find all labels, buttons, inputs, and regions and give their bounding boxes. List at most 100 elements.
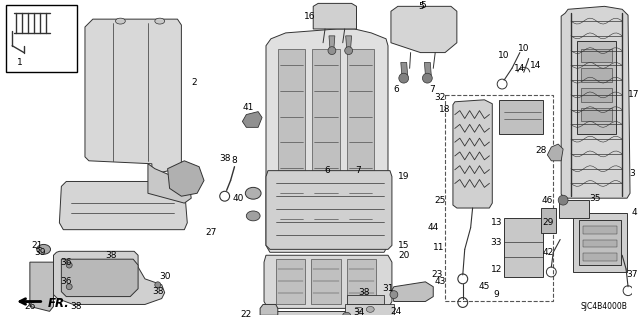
Circle shape <box>67 284 72 290</box>
Text: 6: 6 <box>393 85 399 94</box>
Polygon shape <box>313 4 356 29</box>
Text: 13: 13 <box>490 218 502 227</box>
Ellipse shape <box>36 244 51 254</box>
Ellipse shape <box>115 18 125 24</box>
Text: 11: 11 <box>433 243 445 252</box>
Circle shape <box>67 262 72 268</box>
Text: 4: 4 <box>631 208 637 218</box>
Text: 27: 27 <box>205 228 216 237</box>
Polygon shape <box>243 112 262 127</box>
Text: 38: 38 <box>105 251 116 260</box>
Text: 15: 15 <box>398 241 410 250</box>
Polygon shape <box>266 171 392 249</box>
Circle shape <box>399 73 409 83</box>
Text: 26: 26 <box>24 302 36 311</box>
Circle shape <box>155 282 161 288</box>
Text: 30: 30 <box>159 272 170 281</box>
Text: 38: 38 <box>358 288 370 297</box>
Text: 18: 18 <box>439 105 451 114</box>
Text: 40: 40 <box>233 194 244 203</box>
Text: 2: 2 <box>191 78 197 86</box>
Polygon shape <box>264 255 392 308</box>
Text: 21: 21 <box>31 241 42 250</box>
Text: 41: 41 <box>243 103 254 112</box>
Text: 44: 44 <box>428 223 439 232</box>
Text: 38: 38 <box>70 302 82 311</box>
Polygon shape <box>346 36 351 48</box>
Circle shape <box>390 291 398 299</box>
Text: 20: 20 <box>398 251 410 260</box>
Bar <box>541 208 556 233</box>
Bar <box>581 68 612 82</box>
Text: 46: 46 <box>541 196 553 205</box>
Text: 38: 38 <box>152 287 164 296</box>
Polygon shape <box>547 144 563 161</box>
Text: 1: 1 <box>17 58 23 67</box>
Polygon shape <box>561 6 630 198</box>
Text: 23: 23 <box>431 271 443 279</box>
Text: 16: 16 <box>303 12 315 21</box>
Polygon shape <box>312 48 340 245</box>
Text: 6: 6 <box>324 166 330 175</box>
Text: 43: 43 <box>435 277 446 286</box>
Text: 33: 33 <box>490 238 502 247</box>
Text: 42: 42 <box>543 248 554 257</box>
Bar <box>583 253 617 261</box>
Text: 19: 19 <box>398 172 410 181</box>
Circle shape <box>345 47 353 55</box>
Text: 22: 22 <box>241 310 252 319</box>
Polygon shape <box>260 304 278 315</box>
Bar <box>559 200 589 218</box>
Text: 25: 25 <box>435 196 446 205</box>
Polygon shape <box>263 311 392 315</box>
Polygon shape <box>266 29 388 252</box>
Polygon shape <box>60 182 188 230</box>
Bar <box>445 95 554 301</box>
Text: 17: 17 <box>628 90 640 100</box>
Bar <box>504 218 543 277</box>
Text: 8: 8 <box>232 156 237 165</box>
Bar <box>583 226 617 234</box>
Text: 37: 37 <box>626 271 637 279</box>
Text: 34: 34 <box>353 308 364 317</box>
Bar <box>499 100 543 134</box>
Text: 3: 3 <box>629 169 635 178</box>
Polygon shape <box>85 19 181 174</box>
Polygon shape <box>391 6 457 53</box>
Polygon shape <box>278 48 305 245</box>
Circle shape <box>422 73 432 83</box>
Polygon shape <box>54 251 164 304</box>
Circle shape <box>328 47 336 55</box>
Polygon shape <box>347 48 374 245</box>
Text: 14: 14 <box>514 64 525 73</box>
Polygon shape <box>311 259 340 304</box>
Polygon shape <box>276 259 305 304</box>
Bar <box>581 48 612 63</box>
Polygon shape <box>391 282 433 301</box>
Text: 45: 45 <box>479 282 490 291</box>
Circle shape <box>558 195 568 205</box>
Text: 14: 14 <box>530 61 541 70</box>
Polygon shape <box>168 161 204 196</box>
Polygon shape <box>30 262 54 311</box>
Polygon shape <box>61 259 138 297</box>
Ellipse shape <box>155 18 164 24</box>
Bar <box>581 88 612 102</box>
Bar <box>347 295 384 304</box>
Text: 7: 7 <box>429 85 435 94</box>
Text: 28: 28 <box>536 146 547 155</box>
Text: 36: 36 <box>61 258 72 267</box>
Bar <box>573 213 627 272</box>
Text: 31: 31 <box>382 284 394 293</box>
Text: 32: 32 <box>435 93 446 102</box>
Ellipse shape <box>245 187 261 199</box>
Ellipse shape <box>343 312 351 318</box>
Bar <box>6 5 77 72</box>
Text: SJC4B4000B: SJC4B4000B <box>580 302 627 311</box>
Text: 35: 35 <box>589 194 600 203</box>
Polygon shape <box>347 259 376 304</box>
Text: 24: 24 <box>390 307 401 316</box>
Text: 10: 10 <box>499 51 510 60</box>
Text: 7: 7 <box>356 166 362 175</box>
Ellipse shape <box>246 211 260 221</box>
